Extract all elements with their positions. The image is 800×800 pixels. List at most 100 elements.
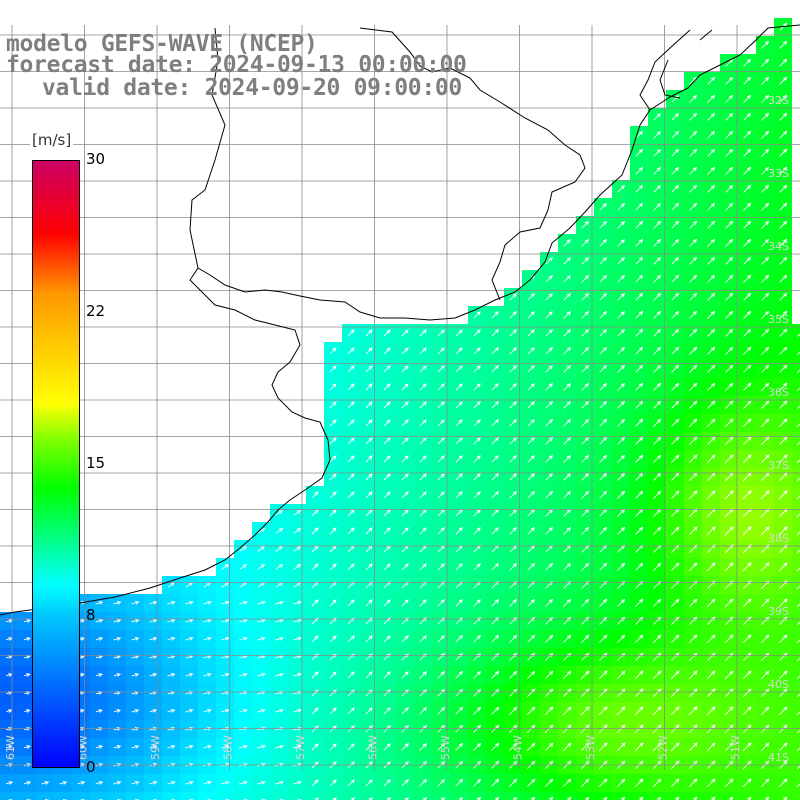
wind-arrow — [671, 113, 679, 121]
wind-arrow — [491, 401, 499, 409]
wind-arrow — [455, 599, 463, 607]
wind-arrow — [329, 365, 337, 373]
wind-arrow — [383, 599, 391, 607]
wind-arrow — [311, 707, 319, 715]
wind-arrow — [743, 220, 752, 229]
wind-arrow — [365, 347, 373, 355]
wind-arrow — [707, 238, 716, 247]
wind-arrow — [329, 707, 337, 715]
wind-cell — [54, 792, 72, 800]
wind-arrow — [347, 401, 355, 409]
wind-arrow — [509, 437, 517, 445]
wind-arrow — [238, 618, 248, 623]
wind-arrow — [598, 688, 608, 698]
wind-arrow — [689, 346, 698, 355]
wind-arrow — [274, 672, 284, 677]
wind-arrow — [796, 405, 800, 410]
wind-cell — [360, 792, 378, 800]
wind-arrow — [743, 76, 752, 85]
wind-arrow — [707, 310, 716, 319]
wind-arrow — [724, 688, 734, 698]
wind-cell — [594, 792, 612, 800]
wind-cell — [792, 666, 800, 684]
title-valid-date: valid date: 2024-09-20 09:00:00 — [42, 75, 462, 101]
wind-arrow — [761, 364, 770, 373]
wind-arrow — [796, 639, 800, 644]
wind-cell — [792, 540, 800, 558]
wind-arrow — [562, 724, 572, 734]
wind-arrow — [365, 419, 373, 427]
wind-arrow — [365, 599, 373, 607]
wind-arrow — [779, 274, 788, 283]
wind-arrow — [401, 527, 409, 535]
wind-arrow — [329, 671, 337, 679]
wind-arrow — [437, 670, 446, 679]
wind-arrow — [491, 670, 500, 679]
wind-arrow — [634, 724, 644, 734]
wind-arrow — [743, 328, 752, 337]
wind-arrow — [347, 455, 355, 463]
wind-arrow — [635, 454, 644, 463]
wind-arrow — [383, 365, 391, 373]
wind-arrow — [779, 328, 788, 337]
wind-arrow — [419, 365, 427, 373]
wind-cell — [396, 792, 414, 800]
wind-arrow — [617, 526, 626, 535]
wind-arrow — [563, 526, 572, 535]
wind-cell — [792, 720, 800, 738]
wind-arrow — [671, 202, 680, 211]
wind-arrow — [491, 634, 500, 643]
wind-arrow — [563, 778, 572, 787]
wind-arrow — [419, 779, 427, 787]
wind-arrow — [509, 778, 518, 787]
wind-arrow — [580, 778, 590, 788]
wind-arrow — [185, 744, 194, 749]
wind-arrow — [706, 688, 716, 698]
wind-arrow — [473, 706, 482, 715]
wind-arrow — [347, 419, 355, 427]
wind-arrow — [347, 599, 355, 607]
wind-arrow — [365, 725, 373, 733]
wind-arrow — [580, 670, 590, 680]
wind-arrow — [796, 423, 800, 428]
wind-arrow — [239, 564, 248, 570]
wind-arrow — [707, 328, 716, 337]
wind-cell — [126, 792, 144, 800]
wind-arrow — [563, 472, 572, 481]
wind-arrow — [760, 670, 770, 680]
wind-cell — [576, 792, 594, 800]
wind-arrow — [95, 744, 104, 749]
wind-arrow — [473, 634, 482, 643]
wind-arrow — [742, 724, 752, 734]
wind-cell — [792, 648, 800, 666]
wind-arrow — [653, 436, 662, 445]
wind-arrow — [292, 744, 303, 749]
wind-arrow — [563, 347, 571, 355]
wind-arrow — [545, 311, 553, 319]
wind-arrow — [563, 436, 572, 445]
wind-arrow — [383, 743, 391, 751]
wind-cell — [144, 792, 162, 800]
wind-arrow — [598, 706, 608, 716]
wind-arrow — [761, 112, 770, 121]
wind-arrow — [635, 130, 644, 139]
wind-arrow — [670, 670, 680, 680]
colorbar-tick-22: 22 — [86, 302, 106, 320]
wind-arrow — [437, 473, 445, 481]
wind-arrow — [437, 455, 445, 463]
wind-arrow — [509, 634, 518, 643]
wind-arrow — [653, 454, 662, 463]
wind-arrow — [599, 472, 608, 481]
wind-arrow — [743, 292, 752, 301]
wind-arrow — [688, 706, 698, 716]
wind-arrow — [742, 742, 752, 752]
wind-arrow — [796, 477, 800, 482]
colorbar-tick-15: 15 — [86, 454, 106, 472]
wind-arrow — [761, 238, 770, 247]
lon-label: 58W — [222, 735, 235, 760]
wind-arrow — [688, 670, 698, 680]
wind-arrow — [670, 526, 680, 536]
wind-arrow — [671, 166, 680, 175]
